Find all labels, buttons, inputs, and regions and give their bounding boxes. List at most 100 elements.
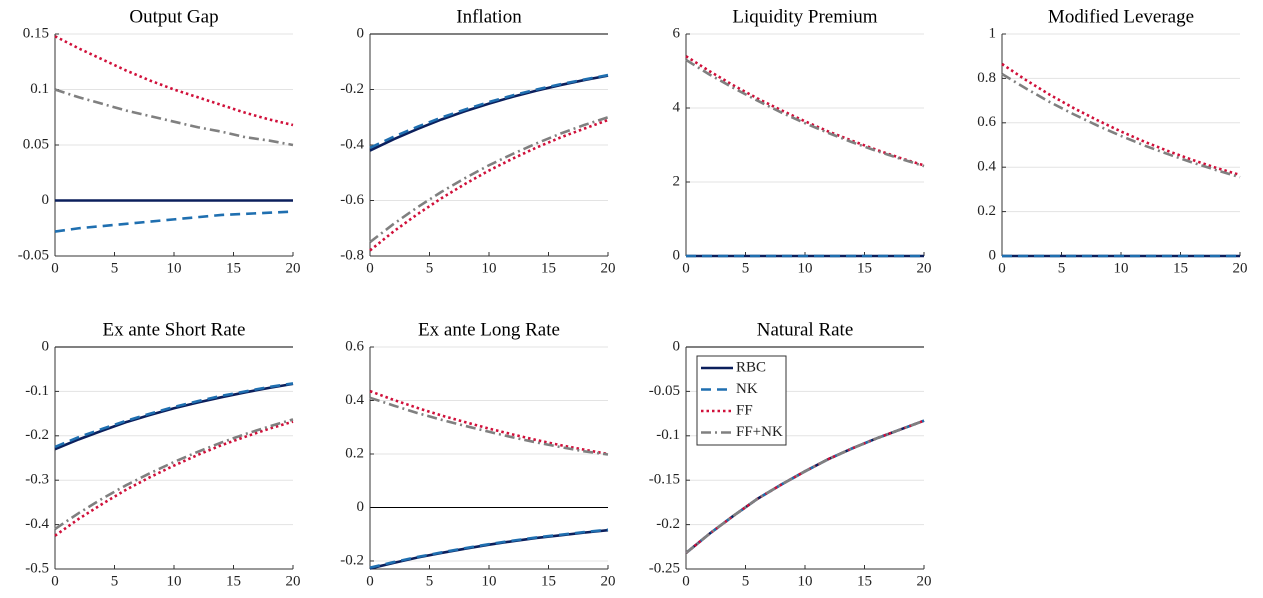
y-tick-label: 0.6 (345, 338, 364, 354)
y-tick-label: 0 (357, 25, 365, 41)
y-tick-label: -0.25 (649, 560, 680, 576)
series-line (369, 528, 609, 569)
x-tick-label: 10 (482, 260, 497, 276)
series-line (685, 58, 925, 168)
y-tick-label: -0.8 (340, 247, 364, 263)
series-line (54, 210, 294, 233)
x-tick-label: 10 (798, 260, 813, 276)
y-tick-label: -0.6 (340, 192, 364, 208)
x-tick-label: 5 (742, 573, 750, 589)
series-line (369, 528, 609, 570)
chart-title: Modified Leverage (1048, 6, 1194, 27)
y-tick-label: 4 (673, 99, 681, 115)
series-line (54, 418, 294, 531)
y-tick-label: 0.05 (23, 136, 49, 152)
y-tick-label: -0.05 (649, 383, 680, 399)
y-tick-label: 1 (989, 25, 997, 41)
x-tick-label: 0 (51, 573, 59, 589)
series-line (369, 118, 609, 252)
series-line (369, 116, 609, 244)
x-tick-label: 20 (1233, 260, 1248, 276)
x-tick-label: 15 (857, 260, 872, 276)
y-tick-label: 0.8 (977, 70, 996, 86)
x-tick-label: 10 (1114, 260, 1129, 276)
y-tick-label: -0.2 (25, 427, 49, 443)
chart-title: Liquidity Premium (732, 6, 877, 27)
chart-title: Inflation (456, 6, 522, 27)
y-tick-label: 0.2 (345, 445, 364, 461)
chart-title: Ex ante Long Rate (418, 319, 560, 340)
y-tick-label: -0.2 (656, 516, 680, 532)
x-tick-label: 0 (51, 260, 59, 276)
y-tick-label: 6 (673, 25, 681, 41)
y-tick-label: 0.4 (345, 392, 364, 408)
y-tick-label: -0.2 (340, 81, 364, 97)
y-tick-label: 0 (42, 192, 50, 208)
x-tick-label: 20 (601, 573, 616, 589)
y-tick-label: 0 (357, 499, 365, 515)
x-tick-label: 20 (917, 260, 932, 276)
series-line (685, 55, 925, 167)
x-tick-label: 0 (682, 573, 690, 589)
x-tick-label: 0 (682, 260, 690, 276)
series-line (54, 382, 294, 451)
y-tick-label: 0.4 (977, 159, 996, 175)
x-tick-label: 5 (426, 573, 434, 589)
y-tick-label: -0.1 (25, 383, 49, 399)
x-tick-label: 20 (286, 573, 301, 589)
x-tick-label: 10 (482, 573, 497, 589)
x-tick-label: 15 (541, 260, 556, 276)
series-line (369, 73, 609, 149)
legend-box (696, 355, 787, 446)
series-line (1001, 72, 1241, 179)
x-tick-label: 15 (1173, 260, 1188, 276)
series-line (685, 419, 925, 555)
x-tick-label: 5 (1058, 260, 1066, 276)
y-tick-label: -0.5 (25, 560, 49, 576)
x-tick-label: 5 (426, 260, 434, 276)
y-tick-label: 0 (673, 338, 681, 354)
chart-title: Ex ante Short Rate (103, 319, 246, 340)
x-tick-label: 5 (742, 260, 750, 276)
legend-label: RBC (736, 359, 766, 375)
x-tick-label: 0 (998, 260, 1006, 276)
x-tick-label: 15 (857, 573, 872, 589)
series-line (54, 35, 294, 127)
x-tick-label: 15 (541, 573, 556, 589)
x-tick-label: 20 (917, 573, 932, 589)
series-line (54, 382, 294, 449)
y-tick-label: 0.15 (23, 25, 49, 41)
y-tick-label: -0.3 (25, 472, 49, 488)
series-line (54, 420, 294, 537)
y-tick-label: -0.05 (18, 247, 49, 263)
y-tick-label: 0 (673, 247, 681, 263)
legend-label: FF (736, 402, 753, 418)
x-tick-label: 10 (798, 573, 813, 589)
series-line (369, 396, 609, 456)
y-tick-label: -0.15 (649, 472, 680, 488)
y-tick-label: -0.2 (340, 552, 364, 568)
x-tick-label: 15 (226, 573, 241, 589)
y-tick-label: -0.4 (25, 516, 49, 532)
y-tick-label: 0.1 (30, 81, 49, 97)
y-tick-label: -0.1 (656, 427, 680, 443)
legend-label: NK (736, 381, 758, 397)
y-tick-label: 0.6 (977, 114, 996, 130)
x-tick-label: 15 (226, 260, 241, 276)
x-tick-label: 0 (366, 260, 374, 276)
legend-label: FF+NK (736, 424, 783, 440)
chart-title: Output Gap (129, 6, 218, 27)
x-tick-label: 10 (167, 573, 182, 589)
x-tick-label: 5 (111, 573, 119, 589)
y-tick-label: 2 (673, 173, 681, 189)
series-line (1001, 62, 1241, 177)
series-line (54, 88, 294, 147)
y-tick-label: 0 (42, 338, 50, 354)
series-line (369, 74, 609, 152)
y-tick-label: 0.2 (977, 203, 996, 219)
chart-title: Natural Rate (757, 319, 854, 340)
x-tick-label: 5 (111, 260, 119, 276)
x-tick-label: 20 (286, 260, 301, 276)
y-tick-label: -0.4 (340, 136, 364, 152)
